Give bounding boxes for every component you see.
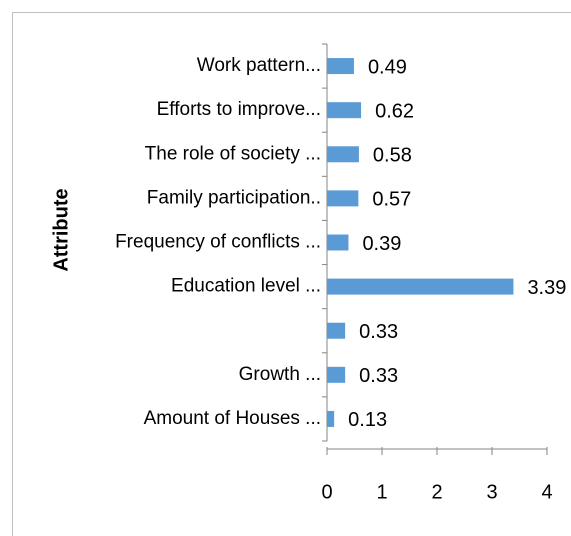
y-tick-label: Education level ...	[171, 276, 321, 297]
x-tick-label: 3	[486, 481, 497, 503]
data-label: 0.58	[373, 145, 412, 167]
x-tick-label: 1	[376, 481, 387, 503]
y-tick-label: Growth ...	[239, 364, 321, 385]
y-tick-label: Family participation..	[147, 187, 321, 208]
y-tick-label: Amount of Houses ...	[144, 408, 321, 429]
bar	[327, 58, 354, 75]
data-label: 0.39	[362, 233, 401, 255]
x-tick-label: 2	[431, 481, 442, 503]
bar	[327, 410, 335, 427]
bar	[327, 322, 346, 339]
bar	[327, 190, 359, 207]
data-label: 0.33	[359, 321, 398, 343]
bar	[327, 234, 349, 251]
chart-border	[12, 12, 571, 536]
data-label: 0.33	[359, 365, 398, 387]
data-label: 0.13	[348, 409, 387, 431]
bar	[327, 278, 514, 295]
y-tick-label: The role of society ...	[145, 143, 321, 164]
y-axis-label: Attribute	[50, 188, 72, 271]
y-tick-label: Work pattern...	[197, 55, 321, 76]
data-label: 0.62	[375, 100, 414, 122]
y-tick-label: Efforts to improve...	[157, 99, 321, 120]
x-tick-label: 4	[541, 481, 552, 503]
data-label: 0.49	[368, 56, 407, 78]
data-label: 0.57	[372, 189, 411, 211]
bar	[327, 102, 362, 119]
bar	[327, 366, 346, 383]
data-label: 3.39	[527, 277, 566, 299]
x-tick-label: 0	[321, 481, 332, 503]
y-tick-label: Frequency of conflicts ...	[115, 232, 321, 253]
bar	[327, 146, 359, 163]
